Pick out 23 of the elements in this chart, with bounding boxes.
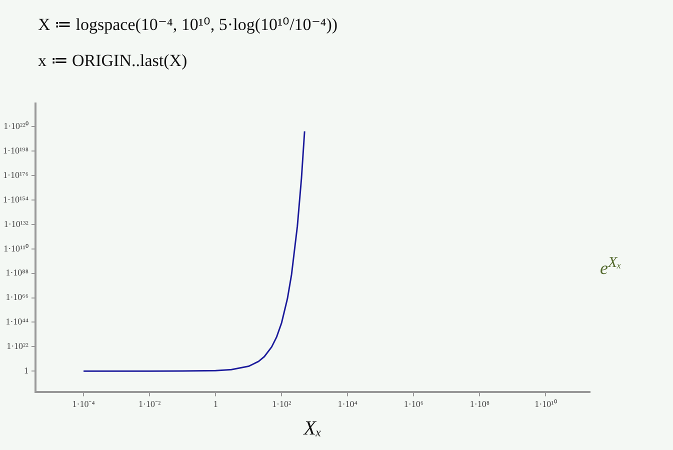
x-tick-label: 1 xyxy=(213,398,218,409)
x-tick-label: 1·10¹⁰ xyxy=(534,398,557,409)
y-tick-label: 1·10⁴⁴ xyxy=(6,316,28,327)
text: X ≔ logspace(10⁻⁴, 10¹⁰, 5·log(10¹⁰/10⁻⁴)) xyxy=(38,14,338,35)
x-tick-label: 1·10² xyxy=(272,398,292,409)
x-tick-label: 1·10⁴ xyxy=(338,398,358,409)
y-tick-label: 1·10¹³² xyxy=(4,218,29,229)
x-tick-label: 1·10⁻⁴ xyxy=(72,398,95,409)
y-tick-label: 1·10⁸⁸ xyxy=(6,268,28,278)
text: x ≔ ORIGIN..last(X) xyxy=(38,50,188,71)
y-tick-label: 1·10²² xyxy=(6,341,29,352)
x-tick-label: 1·10⁸ xyxy=(470,398,490,409)
y-tick-label: 1 xyxy=(24,365,28,376)
y-tick-label: 1·10¹⁷⁶ xyxy=(2,170,28,180)
y-tick-label: 1·10¹⁵⁴ xyxy=(2,194,28,204)
y-tick-label: 1·10²²⁰ xyxy=(4,121,28,132)
y-tick-label: 1·10¹⁹⁸ xyxy=(2,146,28,156)
x-axis-title: Xₓ xyxy=(302,417,322,440)
y-tick-label: 1·10¹¹⁰ xyxy=(4,243,28,254)
x-tick-label: 1·10⁻² xyxy=(138,398,161,409)
x-tick-label: 1·10⁶ xyxy=(404,398,424,409)
y-tick-label: 1·10⁶⁶ xyxy=(6,292,28,302)
y-axis-title: e$^{Xₓ}$ xyxy=(600,255,622,279)
